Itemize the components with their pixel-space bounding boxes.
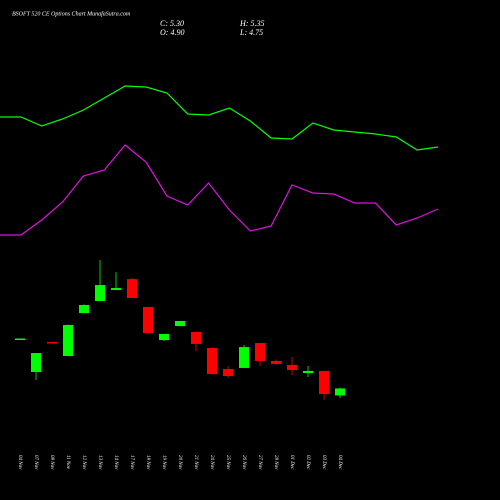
candle-body	[95, 285, 105, 301]
candle-body	[335, 388, 345, 396]
x-tick-label: 04 Nov	[17, 455, 22, 470]
candle-body	[15, 338, 25, 341]
x-tick-label: 20 Nov	[177, 455, 182, 470]
x-tick-label: 24 Nov	[209, 455, 214, 470]
candle-body	[207, 347, 217, 375]
candle-body	[303, 370, 313, 374]
x-tick-label: 07 Nov	[33, 455, 38, 470]
x-tick-label: 12 Nov	[81, 455, 86, 470]
high-label: H: 5.35	[239, 19, 264, 28]
low-label: L: 4.75	[239, 28, 263, 37]
x-tick-label: 08 Nov	[49, 455, 54, 470]
candle-body	[287, 364, 297, 371]
x-tick-label: 18 Nov	[145, 455, 150, 470]
x-tick-label: 26 Nov	[241, 455, 246, 470]
candle-body	[255, 343, 265, 361]
candle-body	[271, 360, 281, 364]
candle-body	[239, 347, 249, 368]
x-tick-label: 27 Nov	[257, 455, 262, 470]
candle-body	[111, 288, 121, 290]
x-tick-label: 03 Dec	[321, 455, 326, 470]
x-tick-label: 19 Nov	[161, 455, 166, 470]
x-tick-label: 17 Nov	[129, 455, 134, 470]
candle-body	[127, 279, 137, 299]
close-label: C: 5.30	[160, 19, 184, 28]
candle-body	[31, 353, 41, 372]
x-tick-label: 28 Nov	[273, 455, 278, 470]
x-tick-label: 25 Nov	[225, 455, 230, 470]
candle-body	[63, 325, 73, 357]
candle-body	[79, 305, 89, 314]
indicator-line	[0, 144, 439, 236]
candle-body	[159, 333, 169, 341]
x-tick-label: 14 Nov	[113, 455, 118, 470]
candle-body	[223, 369, 233, 377]
candle-body	[319, 370, 329, 395]
x-tick-label: 13 Nov	[97, 455, 102, 470]
x-tick-label: 11 Nov	[65, 455, 70, 470]
indicator-line	[0, 85, 439, 151]
open-label: O: 4.90	[160, 28, 184, 37]
candle-body	[175, 320, 185, 327]
chart-title: BSOFT 520 CE Options Chart MunafaSutra.c…	[12, 10, 131, 17]
candle-body	[143, 306, 153, 334]
x-tick-label: 04 Dec	[337, 455, 342, 470]
x-tick-label: 21 Nov	[193, 455, 198, 470]
x-tick-label: 01 Dec	[289, 455, 294, 470]
candle-body	[47, 342, 57, 344]
candle-body	[191, 332, 201, 344]
x-tick-label: 02 Dec	[305, 455, 310, 470]
